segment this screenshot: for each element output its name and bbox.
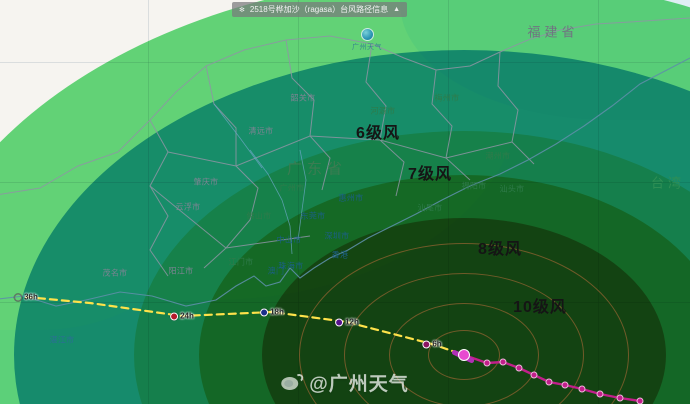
guangzhou-weather-logo: 广州天气 <box>352 28 382 52</box>
city-label-16: 佛山市 <box>246 211 272 221</box>
province-label-0: 福建省 <box>527 24 579 40</box>
forecast-node-dot <box>260 308 269 316</box>
wind-force-label-2: 8级风 <box>478 241 522 258</box>
wind-force-label-3: 10级风 <box>513 299 567 316</box>
typhoon-info-header[interactable]: ✻ 2518号桦加沙（ragasa）台风路径信息 ▲ <box>232 2 408 17</box>
history-node-4[interactable] <box>545 378 553 386</box>
history-node-2[interactable] <box>515 364 523 372</box>
city-label-22: 澳门 <box>267 266 285 276</box>
city-label-18: 珠海市 <box>278 261 304 271</box>
typhoon-icon: ✻ <box>239 6 245 14</box>
wind-force-label-1: 7级风 <box>408 166 452 183</box>
forecast-node-label: 18h <box>270 307 284 317</box>
city-label-12: 汕尾市 <box>417 203 443 213</box>
history-node-0[interactable] <box>483 359 491 367</box>
city-label-3: 云浮市 <box>175 202 201 212</box>
forecast-node-label: 12h <box>345 317 359 327</box>
weibo-icon <box>281 372 304 392</box>
typhoon-info-title: 2518号桦加沙（ragasa）台风路径信息 <box>249 5 389 14</box>
city-label-14: 东莞市 <box>300 211 326 221</box>
history-node-8[interactable] <box>616 394 624 402</box>
city-label-1: 清远市 <box>248 126 274 136</box>
province-label-2: 台湾 <box>650 175 686 191</box>
forecast-node-36h[interactable]: 36h <box>14 293 38 302</box>
history-node-5[interactable] <box>561 381 569 389</box>
city-label-8: 梅州市 <box>434 93 460 103</box>
history-node-3[interactable] <box>530 371 538 379</box>
forecast-node-dot <box>422 340 431 348</box>
city-label-10: 揭阳市 <box>461 181 487 191</box>
history-node-7[interactable] <box>596 390 604 398</box>
forecast-track-path <box>24 295 466 357</box>
city-label-19: 江门市 <box>228 257 254 267</box>
forecast-node-18h[interactable]: 18h <box>260 308 284 317</box>
wind-force-label-0: 6级风 <box>356 125 400 142</box>
city-label-5: 茂名市 <box>102 268 128 278</box>
forecast-node-dot <box>170 312 179 320</box>
typhoon-eye-symbol[interactable] <box>451 344 475 366</box>
forecast-node-label: 6h <box>432 339 442 349</box>
city-label-2: 肇庆市 <box>193 177 219 187</box>
forecast-node-dot <box>14 293 23 301</box>
forecast-node-label: 36h <box>24 292 38 302</box>
city-label-7: 河源市 <box>370 106 396 116</box>
weibo-handle: @广州天气 <box>309 374 409 395</box>
province-label-1: 广东省 <box>286 160 348 178</box>
typhoon-eye-core <box>458 349 470 361</box>
forecast-node-label: 24h <box>180 311 194 321</box>
globe-icon <box>360 28 374 41</box>
city-label-0: 韶关市 <box>290 93 316 103</box>
city-label-17: 中山市 <box>276 235 302 245</box>
forecast-node-dot <box>335 318 344 326</box>
city-label-4: 阳江市 <box>168 266 194 276</box>
city-label-21: 香港 <box>331 250 349 260</box>
city-label-20: 深圳市 <box>324 231 350 241</box>
history-node-6[interactable] <box>578 385 586 393</box>
city-label-9: 潮州市 <box>485 151 511 161</box>
city-label-11: 汕头市 <box>499 184 525 194</box>
forecast-node-24h[interactable]: 24h <box>170 312 194 321</box>
city-label-6: 湛江市 <box>49 335 75 345</box>
weibo-watermark: @广州天气 <box>281 369 409 396</box>
city-label-13: 惠州市 <box>338 193 364 203</box>
city-label-15: 广州市 <box>279 183 305 193</box>
history-node-1[interactable] <box>499 358 507 366</box>
guangzhou-weather-logo-label: 广州天气 <box>352 44 382 51</box>
forecast-node-12h[interactable]: 12h <box>335 318 359 327</box>
chevron-up-icon[interactable]: ▲ <box>393 6 401 13</box>
forecast-node-6h[interactable]: 6h <box>422 339 442 349</box>
